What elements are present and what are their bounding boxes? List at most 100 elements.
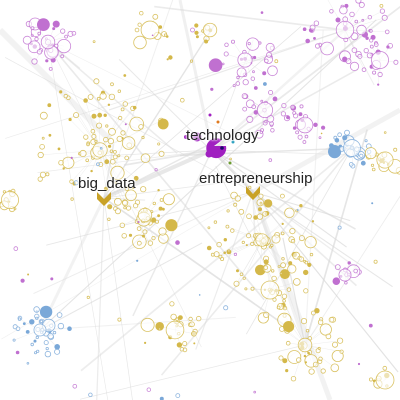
graph-node[interactable] [52, 330, 57, 335]
graph-node[interactable] [159, 396, 164, 400]
graph-node[interactable] [307, 351, 310, 355]
graph-node[interactable] [168, 55, 173, 60]
graph-node[interactable] [335, 20, 355, 40]
graph-node[interactable] [246, 213, 252, 220]
graph-node[interactable] [178, 315, 183, 320]
graph-node[interactable] [242, 276, 246, 280]
graph-node[interactable] [37, 31, 41, 36]
graph-node[interactable] [216, 120, 220, 124]
graph-node[interactable] [103, 186, 109, 191]
graph-node[interactable] [239, 272, 244, 277]
graph-node[interactable] [280, 262, 287, 269]
graph-node[interactable] [271, 275, 277, 282]
graph-node[interactable] [60, 54, 65, 59]
graph-node[interactable] [152, 13, 159, 20]
graph-node[interactable] [233, 280, 240, 287]
graph-node[interactable] [223, 305, 229, 311]
graph-node[interactable] [325, 333, 332, 340]
graph-node[interactable] [63, 93, 68, 99]
graph-node[interactable] [165, 320, 185, 340]
graph-node[interactable] [376, 151, 394, 169]
graph-node[interactable] [357, 53, 363, 59]
graph-node[interactable] [296, 357, 302, 363]
graph-node[interactable] [317, 346, 321, 350]
graph-node[interactable] [220, 256, 225, 261]
graph-node[interactable] [34, 351, 38, 355]
graph-node[interactable] [357, 362, 361, 366]
graph-node[interactable] [57, 147, 61, 151]
graph-node[interactable] [166, 58, 169, 61]
graph-node[interactable] [146, 387, 151, 392]
graph-node[interactable] [253, 215, 258, 220]
graph-node[interactable] [62, 167, 65, 170]
graph-node[interactable] [342, 56, 348, 62]
graph-node[interactable] [17, 317, 22, 321]
graph-node[interactable] [136, 240, 142, 246]
graph-node[interactable] [351, 47, 358, 53]
graph-node[interactable] [33, 306, 40, 313]
graph-node[interactable] [285, 369, 289, 373]
graph-node[interactable] [353, 268, 359, 274]
graph-node[interactable] [280, 111, 286, 117]
graph-node[interactable] [299, 104, 304, 109]
graph-node[interactable] [169, 301, 175, 307]
graph-node[interactable] [58, 159, 64, 166]
graph-node[interactable] [245, 244, 248, 247]
graph-node[interactable] [87, 94, 94, 100]
graph-node[interactable] [359, 153, 364, 158]
graph-node[interactable] [260, 11, 264, 14]
graph-node[interactable] [213, 251, 220, 258]
graph-node[interactable] [297, 337, 313, 353]
graph-node[interactable] [189, 59, 194, 63]
graph-node[interactable] [279, 272, 283, 275]
graph-node[interactable] [110, 82, 114, 87]
graph-node[interactable] [31, 58, 38, 65]
graph-node[interactable] [369, 44, 374, 49]
graph-node[interactable] [318, 136, 322, 140]
graph-node[interactable] [118, 115, 123, 121]
graph-node[interactable] [358, 1, 365, 8]
graph-node[interactable] [137, 207, 153, 223]
graph-node[interactable] [64, 34, 68, 39]
graph-node[interactable] [91, 113, 97, 119]
graph-node[interactable] [122, 101, 128, 107]
graph-node[interactable] [303, 288, 309, 294]
graph-node[interactable] [303, 354, 307, 358]
graph-node[interactable] [276, 305, 281, 310]
graph-node[interactable] [99, 147, 103, 150]
graph-node[interactable] [142, 234, 145, 238]
graph-node[interactable] [188, 316, 193, 322]
graph-node[interactable] [121, 233, 127, 239]
graph-node[interactable] [383, 131, 387, 134]
graph-node[interactable] [297, 134, 303, 140]
graph-node[interactable] [91, 133, 97, 139]
graph-node[interactable] [313, 37, 316, 40]
graph-node[interactable] [307, 262, 312, 267]
graph-node[interactable] [92, 40, 96, 43]
graph-node[interactable] [364, 139, 368, 143]
graph-node[interactable] [96, 122, 103, 129]
graph-node[interactable] [344, 281, 348, 285]
graph-node[interactable] [281, 222, 284, 225]
graph-node[interactable] [175, 393, 181, 399]
graph-node[interactable] [123, 206, 127, 210]
graph-node[interactable] [371, 51, 389, 69]
graph-node[interactable] [119, 222, 125, 228]
graph-node[interactable] [320, 368, 326, 374]
graph-node[interactable] [189, 321, 195, 328]
graph-node[interactable] [314, 43, 321, 49]
graph-node[interactable] [280, 231, 285, 236]
graph-node[interactable] [253, 86, 258, 90]
graph-node[interactable] [124, 186, 130, 191]
graph-node[interactable] [69, 179, 74, 184]
graph-node[interactable] [231, 140, 235, 144]
graph-node[interactable] [236, 75, 240, 80]
graph-node[interactable] [260, 280, 280, 300]
graph-node[interactable] [328, 316, 335, 323]
graph-node[interactable] [331, 341, 338, 348]
graph-node[interactable] [259, 130, 263, 134]
graph-node[interactable] [158, 25, 163, 29]
graph-node[interactable] [321, 125, 326, 130]
graph-node[interactable] [298, 235, 305, 242]
